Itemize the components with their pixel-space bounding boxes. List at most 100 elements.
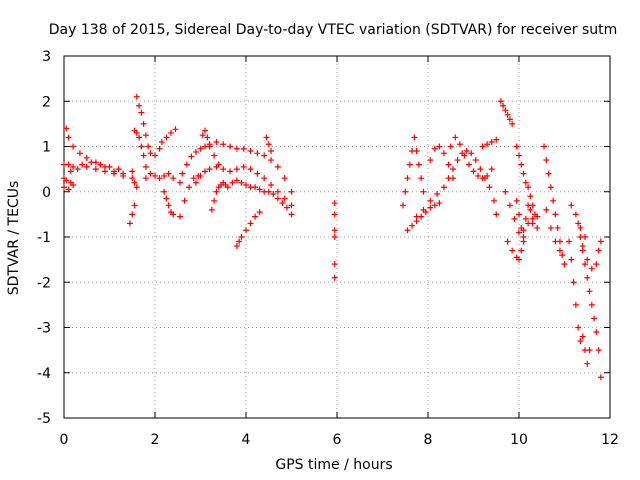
data-point bbox=[190, 175, 197, 182]
data-point bbox=[413, 148, 420, 155]
data-point bbox=[261, 175, 268, 182]
x-tick-label: 10 bbox=[510, 432, 528, 448]
data-point bbox=[152, 152, 158, 159]
data-point bbox=[92, 166, 99, 173]
data-point bbox=[597, 238, 604, 245]
data-point bbox=[488, 138, 495, 145]
data-point bbox=[188, 153, 195, 160]
data-point bbox=[427, 197, 434, 204]
data-point bbox=[525, 184, 532, 191]
data-point bbox=[197, 145, 204, 152]
data-point bbox=[409, 222, 416, 229]
data-point bbox=[406, 161, 413, 168]
data-point bbox=[543, 206, 550, 213]
data-point bbox=[595, 247, 602, 254]
data-point bbox=[411, 134, 418, 141]
data-point bbox=[247, 220, 254, 227]
data-point bbox=[511, 215, 518, 222]
data-point bbox=[131, 179, 138, 186]
data-point bbox=[192, 148, 199, 155]
series-t9 bbox=[158, 126, 179, 145]
data-point bbox=[518, 161, 525, 168]
series-t13 bbox=[192, 163, 295, 209]
data-point bbox=[240, 145, 247, 152]
data-point bbox=[270, 191, 277, 198]
data-point bbox=[227, 143, 234, 150]
data-point bbox=[177, 213, 184, 220]
data-point bbox=[263, 134, 270, 141]
data-point bbox=[431, 202, 438, 209]
data-point bbox=[268, 157, 275, 164]
data-point bbox=[254, 150, 261, 157]
data-point bbox=[208, 206, 215, 213]
data-point bbox=[577, 224, 584, 231]
data-point bbox=[502, 107, 509, 114]
data-point bbox=[547, 224, 554, 231]
data-point bbox=[486, 184, 493, 191]
data-point bbox=[238, 234, 245, 240]
data-point bbox=[268, 148, 275, 155]
data-point bbox=[202, 127, 209, 134]
data-point bbox=[559, 252, 566, 259]
series-t33 bbox=[566, 238, 593, 367]
data-point bbox=[147, 150, 154, 157]
data-point bbox=[518, 247, 525, 254]
data-point bbox=[552, 211, 559, 218]
data-point bbox=[63, 125, 70, 132]
data-point bbox=[186, 184, 193, 191]
data-point bbox=[229, 179, 236, 186]
data-point bbox=[138, 143, 145, 150]
series-t24 bbox=[447, 134, 495, 182]
data-point bbox=[431, 145, 438, 152]
data-point bbox=[472, 157, 479, 164]
data-point bbox=[136, 102, 143, 109]
data-point bbox=[133, 93, 140, 100]
data-point bbox=[500, 102, 507, 109]
data-point bbox=[165, 170, 172, 177]
data-point bbox=[206, 143, 213, 150]
data-point bbox=[220, 166, 227, 173]
series-t21 bbox=[399, 134, 427, 209]
data-point bbox=[211, 152, 218, 159]
data-point bbox=[516, 229, 522, 236]
data-point bbox=[252, 213, 259, 220]
data-point bbox=[463, 148, 470, 155]
data-point bbox=[566, 238, 573, 245]
series-t19 bbox=[331, 261, 338, 281]
data-point bbox=[502, 188, 509, 195]
data-point bbox=[288, 188, 295, 195]
data-point bbox=[70, 143, 77, 150]
data-point bbox=[581, 261, 588, 268]
data-point bbox=[468, 150, 475, 157]
data-point bbox=[133, 184, 140, 191]
data-point bbox=[331, 211, 338, 218]
data-point bbox=[140, 120, 147, 127]
data-point bbox=[445, 161, 452, 168]
chart-title: Day 138 of 2015, Sidereal Day-to-day VTE… bbox=[49, 22, 618, 38]
data-point bbox=[163, 134, 170, 141]
data-point bbox=[456, 141, 463, 148]
data-point bbox=[233, 166, 240, 173]
data-point bbox=[504, 238, 511, 245]
series-t23 bbox=[427, 143, 457, 182]
data-point bbox=[516, 211, 522, 218]
data-point bbox=[584, 274, 591, 281]
data-point bbox=[447, 143, 454, 150]
data-point bbox=[527, 206, 534, 213]
data-point bbox=[506, 202, 513, 209]
data-point bbox=[584, 256, 591, 263]
data-point bbox=[83, 163, 90, 170]
data-point bbox=[202, 168, 209, 175]
data-point bbox=[126, 220, 133, 227]
data-point bbox=[213, 138, 220, 145]
data-point bbox=[579, 333, 586, 340]
y-axis-label: SDTVAR / TECUs bbox=[6, 181, 22, 296]
series-t32 bbox=[543, 206, 568, 268]
data-point bbox=[440, 150, 447, 157]
series-t31 bbox=[541, 143, 566, 259]
series-t26 bbox=[497, 98, 516, 127]
data-point bbox=[525, 202, 532, 209]
data-point bbox=[152, 172, 158, 179]
